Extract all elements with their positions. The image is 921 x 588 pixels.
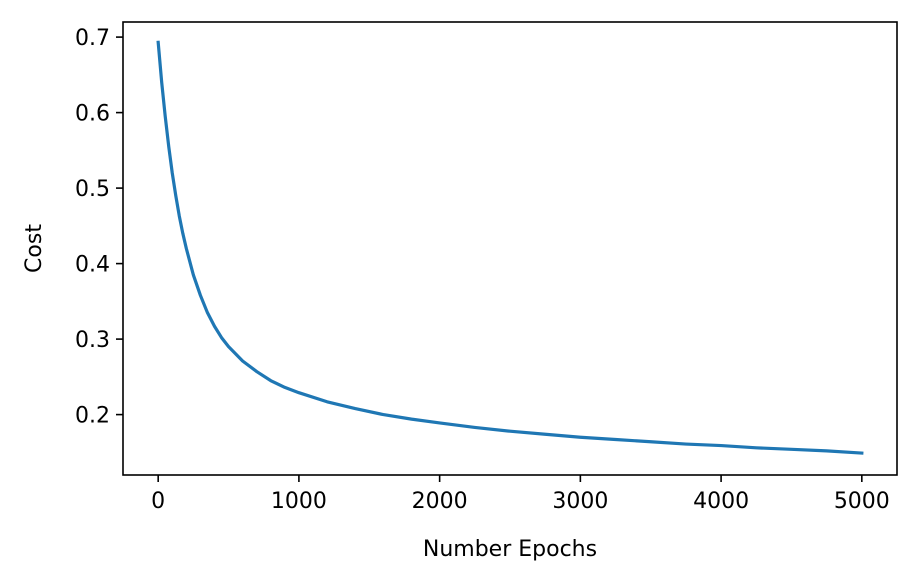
plot-frame bbox=[122, 21, 898, 476]
plot-background bbox=[123, 22, 897, 475]
y-tick-label: 0.5 bbox=[75, 177, 110, 202]
x-tick-label: 2000 bbox=[412, 489, 468, 514]
y-tick-label: 0.7 bbox=[75, 26, 110, 51]
x-tick-label: 0 bbox=[151, 489, 165, 514]
y-tick-label: 0.6 bbox=[75, 102, 110, 127]
series-line-0 bbox=[156, 40, 864, 455]
x-tick-label: 1000 bbox=[271, 489, 327, 514]
y-tick-label: 0.4 bbox=[75, 253, 110, 278]
y-tick-label: 0.2 bbox=[75, 404, 110, 429]
x-tick-label: 5000 bbox=[834, 489, 890, 514]
x-tick-label: 3000 bbox=[552, 489, 608, 514]
y-tick-label: 0.3 bbox=[75, 328, 110, 353]
y-axis-ticks: 0.2 0.3 0.4 0.5 0.6 0.7 bbox=[75, 26, 123, 429]
x-axis-ticks: 0 1000 2000 3000 4000 5000 bbox=[151, 475, 890, 514]
y-axis-label: Cost bbox=[22, 224, 47, 273]
x-tick-label: 4000 bbox=[693, 489, 749, 514]
series-layer bbox=[156, 40, 864, 455]
x-axis-label: Number Epochs bbox=[423, 537, 597, 562]
